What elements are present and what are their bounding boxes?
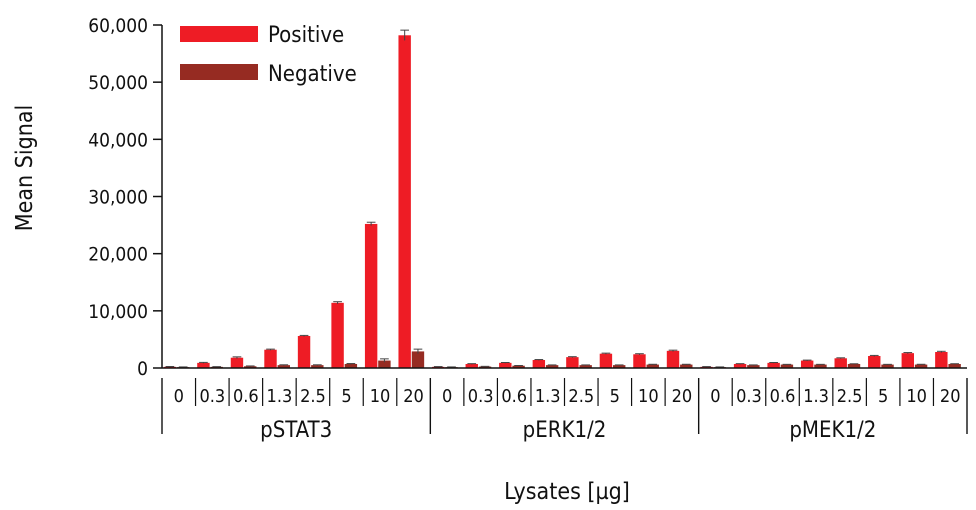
- x-tick-label: 10: [906, 386, 927, 407]
- x-axis: 0 0.3 0.6 1.3 2.5 5 10 20 pSTAT3 0 0.3 0.6 1.3 2.5 5 10…: [161, 367, 968, 443]
- x-tick-label: 20: [672, 386, 693, 407]
- bar-positive: [633, 354, 646, 368]
- bar-positive: [767, 362, 780, 368]
- bar-positive: [398, 35, 411, 368]
- legend-label-negative: Negative: [268, 62, 357, 87]
- x-tick-label: 1.3: [267, 386, 293, 407]
- bar-negative: [747, 365, 760, 368]
- bar-positive: [733, 363, 747, 368]
- x-tick-label: 0.6: [770, 386, 796, 407]
- bar-positive: [264, 349, 277, 368]
- bar-negative: [277, 365, 290, 368]
- y-tick-label: 10,000: [88, 301, 148, 323]
- x-tick-label: 2.5: [837, 386, 863, 407]
- bar-negative: [612, 365, 626, 368]
- y-tick-label: 20,000: [88, 244, 148, 266]
- bar-negative: [244, 366, 257, 368]
- y-axis: 0 10,000 20,000 30,000 40,000 50,000 60,000: [88, 15, 163, 380]
- bar-negative: [847, 363, 861, 368]
- bar-positive: [331, 302, 344, 368]
- bar-positive: [935, 351, 948, 368]
- x-tick-label: 0.3: [199, 386, 225, 407]
- y-tick-label: 50,000: [88, 72, 148, 94]
- group-label: pMEK1/2: [789, 418, 876, 443]
- x-axis-title: Lysates [µg]: [504, 479, 630, 505]
- bar-negative: [545, 365, 559, 368]
- x-tick-label: 0: [174, 386, 184, 407]
- x-tick-label: 0.3: [468, 386, 494, 407]
- x-tick-label: 2.5: [300, 386, 326, 407]
- bar-negative: [646, 364, 659, 368]
- legend-swatch-positive: [180, 26, 258, 42]
- bar-positive: [230, 357, 244, 368]
- x-tick-label: 0.6: [233, 386, 259, 407]
- y-tick-label: 60,000: [88, 15, 148, 37]
- x-tick-label: 1.3: [803, 386, 829, 407]
- bar-negative: [948, 363, 961, 368]
- y-axis-title: Mean Signal: [12, 105, 38, 232]
- bar-positive: [297, 335, 311, 368]
- bar-negative: [378, 360, 391, 368]
- y-tick-label: 0: [137, 358, 148, 380]
- x-tick-label: 1.3: [535, 386, 561, 407]
- x-tick-label: 0.3: [736, 386, 762, 407]
- group-label: pERK1/2: [523, 418, 607, 443]
- bar-positive: [499, 362, 512, 368]
- bar-positive: [364, 223, 378, 368]
- bar-negative: [780, 364, 794, 368]
- x-tick-label: 2.5: [568, 386, 594, 407]
- x-tick-label: 20: [403, 386, 424, 407]
- y-tick-label: 30,000: [88, 187, 148, 209]
- x-tick-label: 0.6: [501, 386, 527, 407]
- bar-negative: [311, 365, 324, 368]
- bar-positive: [532, 359, 546, 368]
- legend-label-positive: Positive: [268, 23, 344, 48]
- x-tick-label: 0: [710, 386, 720, 407]
- x-tick-label: 10: [638, 386, 659, 407]
- bar-positive: [197, 362, 210, 368]
- legend-swatch-negative: [180, 64, 258, 80]
- x-tick-label: 5: [610, 386, 620, 407]
- x-tick-label: 0: [442, 386, 452, 407]
- legend: Positive Negative: [180, 23, 357, 87]
- bar-negative: [411, 351, 425, 368]
- plot-area: [163, 29, 961, 368]
- bar-negative: [344, 363, 358, 368]
- x-tick-label: 20: [940, 386, 961, 407]
- bar-negative: [881, 364, 894, 368]
- bar-positive: [901, 353, 915, 368]
- x-tick-label: 5: [341, 386, 351, 407]
- bar-positive: [666, 350, 680, 368]
- bar-negative: [814, 364, 827, 368]
- bar-positive: [599, 353, 613, 368]
- x-tick-label: 5: [878, 386, 888, 407]
- bar-negative: [579, 365, 592, 368]
- x-tick-label: 10: [370, 386, 391, 407]
- bar-negative: [680, 364, 693, 368]
- bar-positive: [868, 355, 881, 368]
- bar-positive: [800, 360, 814, 368]
- y-tick-label: 40,000: [88, 129, 148, 151]
- bar-positive: [566, 357, 579, 368]
- bar-positive: [834, 358, 847, 368]
- group-label: pSTAT3: [260, 418, 332, 443]
- bar-negative: [512, 365, 525, 368]
- bar-negative: [914, 364, 928, 368]
- bar-positive: [465, 363, 478, 368]
